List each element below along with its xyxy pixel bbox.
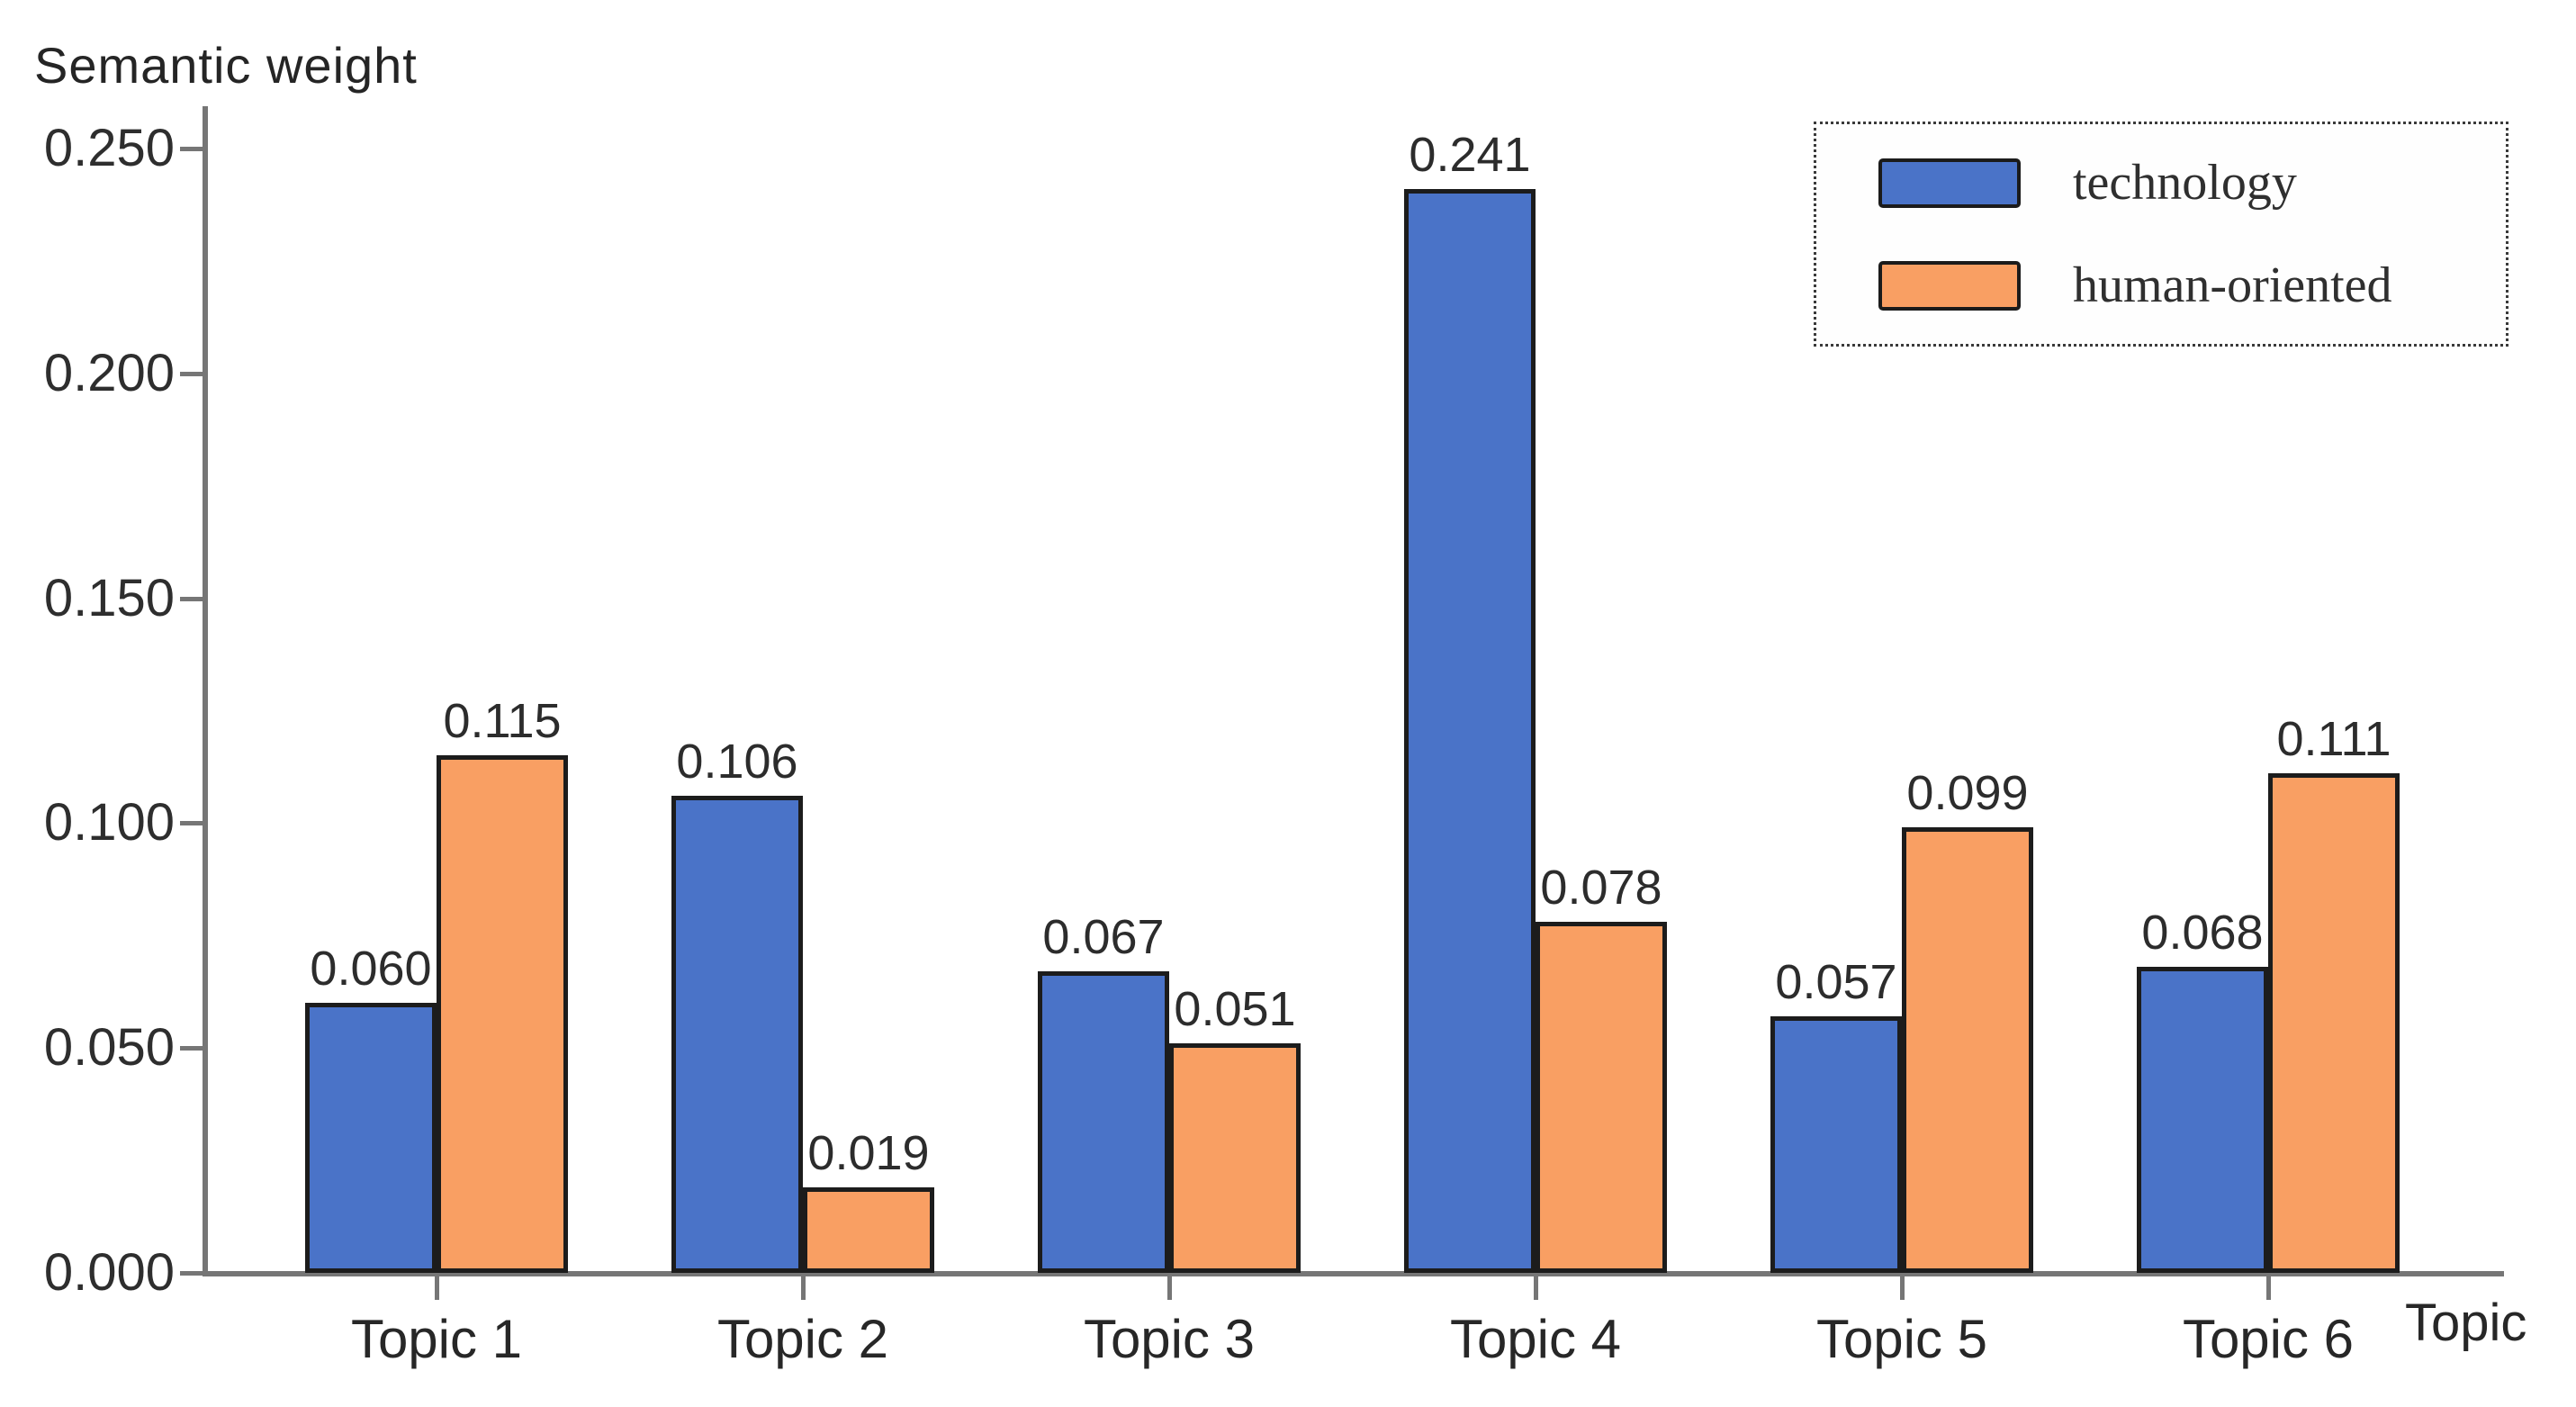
x-axis-category-label: Topic 2 xyxy=(716,1309,889,1369)
x-axis-category-label: Topic 6 xyxy=(2182,1309,2355,1369)
x-axis-title: Topic xyxy=(2405,1294,2527,1352)
y-axis-tick-label: 0.250 xyxy=(43,119,175,177)
x-axis-line xyxy=(203,1271,2504,1276)
bar-human-oriented xyxy=(803,1187,934,1273)
bar-value-label: 0.067 xyxy=(1042,910,1165,964)
bar-technology xyxy=(671,796,803,1273)
bar-value-label: 0.051 xyxy=(1174,982,1296,1036)
y-axis-tick-label: 0.100 xyxy=(43,793,175,852)
legend-item-technology: technology xyxy=(1878,154,2506,212)
x-axis-tick xyxy=(801,1276,806,1300)
bar-value-label: 0.057 xyxy=(1775,955,1897,1009)
bar-value-label: 0.111 xyxy=(2276,712,2391,766)
x-axis-tick xyxy=(2266,1276,2271,1300)
x-axis-tick xyxy=(1167,1276,1172,1300)
x-axis-category-label: Topic 4 xyxy=(1449,1309,1622,1369)
bar-value-label: 0.019 xyxy=(807,1126,930,1180)
bar-human-oriented xyxy=(437,755,568,1273)
bar-technology xyxy=(305,1003,437,1273)
y-axis-tick xyxy=(180,1046,205,1051)
x-axis-category-label: Topic 5 xyxy=(1815,1309,1988,1369)
legend-label: human-oriented xyxy=(2073,257,2392,313)
y-axis-tick xyxy=(180,597,205,601)
bar-human-oriented xyxy=(1169,1043,1301,1273)
bar-human-oriented xyxy=(1536,922,1667,1273)
y-axis-line xyxy=(203,106,208,1276)
legend: technology human-oriented xyxy=(1814,122,2508,347)
bar-technology xyxy=(1038,971,1169,1273)
y-axis-tick-label: 0.200 xyxy=(43,344,175,402)
y-axis-tick xyxy=(180,147,205,151)
bar-human-oriented xyxy=(2268,773,2400,1273)
bar-human-oriented xyxy=(1902,827,2033,1273)
x-axis-tick xyxy=(1534,1276,1538,1300)
y-axis-tick-label: 0.000 xyxy=(43,1243,175,1302)
bar-technology xyxy=(1770,1016,1902,1273)
y-axis-tick-label: 0.150 xyxy=(43,569,175,627)
legend-swatch-human-oriented xyxy=(1878,260,2021,311)
x-axis-tick xyxy=(435,1276,439,1300)
x-axis-category-label: Topic 1 xyxy=(350,1309,523,1369)
y-axis-title: Semantic weight xyxy=(34,37,418,94)
y-axis-tick xyxy=(180,372,205,376)
bar-technology xyxy=(2137,967,2268,1273)
y-axis-tick xyxy=(180,821,205,825)
bar-value-label: 0.060 xyxy=(310,942,432,996)
x-axis-tick xyxy=(1900,1276,1905,1300)
x-axis-category-label: Topic 3 xyxy=(1083,1309,1256,1369)
legend-label: technology xyxy=(2073,155,2297,211)
bar-technology xyxy=(1404,189,1536,1273)
bar-value-label: 0.115 xyxy=(443,694,562,748)
legend-swatch-technology xyxy=(1878,158,2021,208)
bar-value-label: 0.078 xyxy=(1540,861,1662,915)
bar-value-label: 0.241 xyxy=(1409,128,1531,182)
y-axis-tick xyxy=(180,1271,205,1276)
bar-value-label: 0.068 xyxy=(2141,906,2264,960)
legend-item-human-oriented: human-oriented xyxy=(1878,257,2506,314)
bar-value-label: 0.106 xyxy=(676,735,798,789)
bar-value-label: 0.099 xyxy=(1906,766,2029,820)
y-axis-tick-label: 0.050 xyxy=(43,1018,175,1077)
